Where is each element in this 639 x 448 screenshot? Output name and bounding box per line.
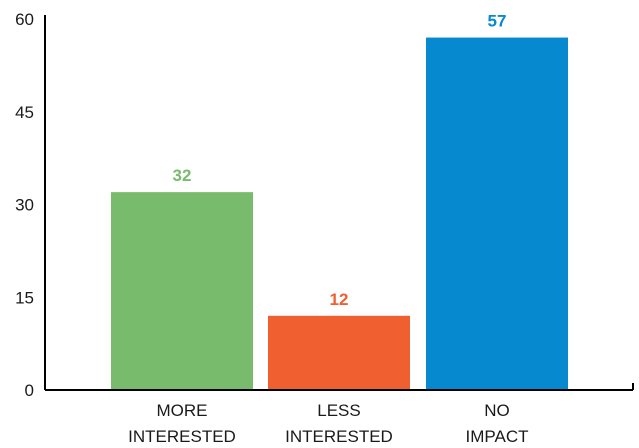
- category-label-line: IMPACT: [466, 427, 529, 446]
- category-label-line: INTERESTED: [128, 427, 236, 446]
- y-tick-label: 0: [25, 381, 34, 400]
- y-axis-ticks: 0 15 30 45 60: [15, 10, 34, 400]
- data-label: 32: [173, 166, 192, 185]
- category-label-line: LESS: [317, 401, 360, 420]
- y-tick-label: 45: [15, 103, 34, 122]
- category-label-line: NO: [484, 401, 510, 420]
- bar: [111, 192, 253, 390]
- category-labels: MORE INTERESTED LESS INTERESTED NO IMPACT: [128, 401, 528, 446]
- y-tick-label: 60: [15, 10, 34, 29]
- category-label: NO IMPACT: [466, 401, 529, 446]
- y-tick-label: 15: [15, 288, 34, 307]
- bar: [268, 315, 410, 390]
- data-label: 57: [488, 12, 507, 31]
- data-labels: 32 12 57: [173, 12, 507, 309]
- category-label-line: MORE: [157, 401, 208, 420]
- bars: [111, 37, 568, 391]
- category-label: LESS INTERESTED: [285, 401, 393, 446]
- category-label: MORE INTERESTED: [128, 401, 236, 446]
- category-label-line: INTERESTED: [285, 427, 393, 446]
- bar: [426, 37, 568, 391]
- data-label: 12: [330, 290, 349, 309]
- y-tick-label: 30: [15, 196, 34, 215]
